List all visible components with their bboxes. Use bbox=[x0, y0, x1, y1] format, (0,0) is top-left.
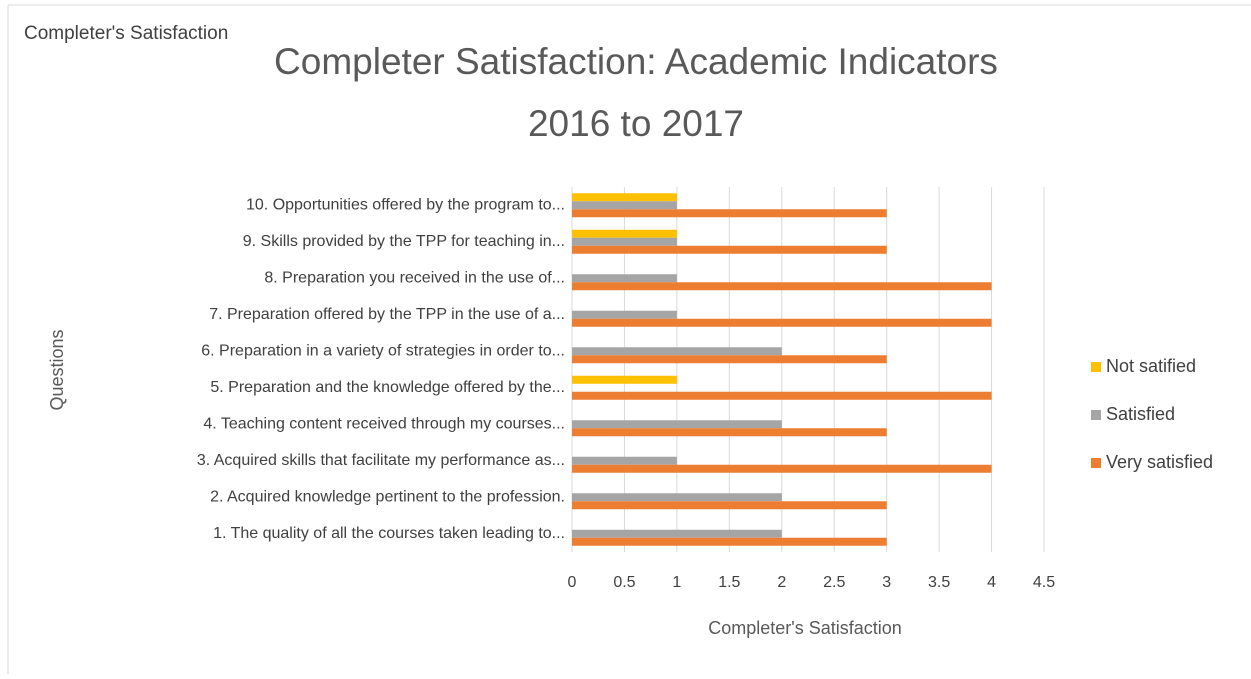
bar bbox=[572, 529, 782, 538]
y-axis-title: Questions bbox=[47, 329, 67, 410]
x-tick-label: 4 bbox=[987, 574, 996, 591]
chart-title: Completer Satisfaction: Academic Indicat… bbox=[274, 41, 998, 82]
y-tick-label: 7. Preparation offered by the TPP in the… bbox=[209, 306, 565, 323]
bar bbox=[572, 310, 677, 319]
bar bbox=[572, 464, 992, 473]
bar bbox=[572, 428, 887, 437]
bar bbox=[572, 318, 992, 327]
y-tick-label: 5. Preparation and the knowledge offered… bbox=[210, 379, 565, 396]
x-tick-label: 0 bbox=[568, 574, 577, 591]
legend-swatch bbox=[1091, 362, 1101, 372]
bar bbox=[572, 201, 677, 210]
y-tick-label: 4. Teaching content received through my … bbox=[203, 415, 565, 432]
bar bbox=[572, 375, 677, 384]
x-tick-label: 1 bbox=[672, 574, 681, 591]
x-tick-label: 2.5 bbox=[823, 574, 845, 591]
bar bbox=[572, 420, 782, 429]
chart-title: 2016 to 2017 bbox=[528, 103, 744, 144]
x-tick-label: 2 bbox=[777, 574, 786, 591]
x-axis-title: Completer's Satisfaction bbox=[708, 618, 902, 638]
bar bbox=[572, 501, 887, 510]
bar bbox=[572, 193, 677, 202]
x-tick-label: 3.5 bbox=[928, 574, 950, 591]
chart-header: Completer's Satisfaction bbox=[24, 23, 228, 44]
bar bbox=[572, 537, 887, 546]
bar bbox=[572, 355, 887, 364]
legend-swatch bbox=[1091, 458, 1101, 468]
y-tick-label: 3. Acquired skills that facilitate my pe… bbox=[197, 452, 565, 469]
bar bbox=[572, 229, 677, 238]
bar bbox=[572, 282, 992, 291]
x-tick-label: 3 bbox=[882, 574, 891, 591]
bar bbox=[572, 493, 782, 502]
y-tick-label: 8. Preparation you received in the use o… bbox=[264, 269, 565, 286]
x-tick-label: 0.5 bbox=[613, 574, 635, 591]
bar bbox=[572, 209, 887, 218]
x-tick-label: 4.5 bbox=[1033, 574, 1055, 591]
bar bbox=[572, 237, 677, 246]
y-tick-label: 1. The quality of all the courses taken … bbox=[213, 525, 565, 542]
legend-swatch bbox=[1091, 410, 1101, 420]
bar bbox=[572, 391, 992, 400]
y-tick-label: 2. Acquired knowledge pertinent to the p… bbox=[210, 488, 565, 505]
legend-label: Satisfied bbox=[1106, 404, 1175, 424]
bar bbox=[572, 274, 677, 283]
bar bbox=[572, 245, 887, 254]
x-tick-label: 1.5 bbox=[718, 574, 740, 591]
legend-label: Not satified bbox=[1106, 356, 1196, 376]
legend-label: Very satisfied bbox=[1106, 452, 1213, 472]
y-tick-label: 9. Skills provided by the TPP for teachi… bbox=[243, 233, 565, 250]
y-tick-label: 6. Preparation in a variety of strategie… bbox=[201, 342, 565, 359]
bar bbox=[572, 456, 677, 465]
y-tick-label: 10. Opportunities offered by the program… bbox=[246, 196, 565, 213]
bar bbox=[572, 347, 782, 356]
